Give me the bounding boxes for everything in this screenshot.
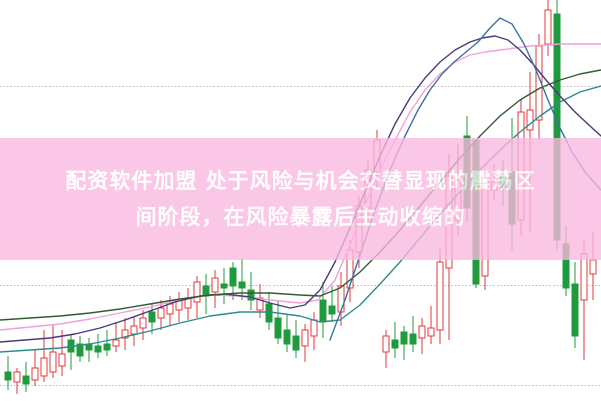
candle-body	[139, 317, 147, 329]
candle-body	[148, 311, 156, 323]
candle-body	[454, 179, 462, 221]
candle-body	[112, 339, 120, 347]
candle-body	[418, 325, 426, 339]
candle-body	[589, 259, 597, 275]
candle-body	[526, 109, 534, 131]
ma-line-MA-teal	[0, 85, 601, 353]
candle-body	[508, 171, 516, 225]
candle-body	[130, 325, 138, 335]
candle-body	[436, 261, 444, 331]
candle-body	[571, 283, 579, 337]
candle-body	[274, 317, 282, 339]
candle-body	[499, 175, 507, 189]
candle-body	[121, 329, 129, 339]
candle-body	[166, 303, 174, 315]
candle-body	[103, 343, 111, 351]
candle-body	[22, 375, 30, 385]
candle-body	[283, 329, 291, 345]
candle-body	[292, 335, 300, 351]
candle-body	[481, 177, 489, 277]
candle-body	[247, 289, 255, 301]
candle-body	[310, 319, 318, 337]
candle-body	[337, 285, 345, 313]
candle-body	[445, 175, 453, 269]
candle-body	[382, 335, 390, 353]
candle-body	[238, 281, 246, 289]
candle-body	[40, 357, 48, 377]
candle-body	[391, 339, 399, 349]
candle-body	[427, 327, 435, 337]
candle-body	[328, 305, 336, 315]
candle-body	[517, 111, 525, 221]
candle-body	[580, 253, 588, 301]
candle-body	[94, 345, 102, 353]
candle-body	[4, 371, 12, 381]
candle-body	[220, 283, 228, 289]
ma-line-MA-darkgreen	[0, 69, 601, 321]
candle-body	[211, 277, 219, 293]
candle-body	[229, 267, 237, 287]
candle-body	[193, 281, 201, 303]
candle-body	[157, 307, 165, 319]
candle-body	[202, 285, 210, 297]
candle-body	[463, 135, 471, 209]
candle-body	[490, 181, 498, 191]
candle-body	[31, 367, 39, 381]
candle-body	[58, 353, 66, 367]
candle-body	[76, 343, 84, 357]
candle-body	[319, 299, 327, 323]
candle-body	[409, 333, 417, 345]
candle-body	[400, 331, 408, 345]
candle-body	[562, 243, 570, 289]
gridlines	[0, 86, 601, 386]
candle-body	[265, 303, 273, 323]
candle-body	[49, 351, 57, 373]
candle-body	[301, 329, 309, 347]
candle-body	[544, 9, 552, 45]
candle-body	[472, 139, 480, 285]
candle-body	[13, 371, 21, 383]
